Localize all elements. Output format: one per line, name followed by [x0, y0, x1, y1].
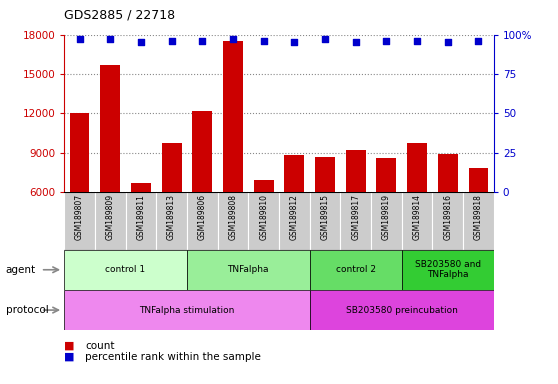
Text: ■: ■: [64, 341, 75, 351]
Bar: [463, 192, 494, 250]
Text: GSM189812: GSM189812: [290, 194, 299, 240]
Text: GSM189808: GSM189808: [228, 194, 238, 240]
Bar: [469, 169, 488, 192]
Bar: [402, 250, 494, 290]
Bar: [156, 192, 187, 250]
Text: GSM189815: GSM189815: [320, 194, 330, 240]
Bar: [70, 113, 89, 192]
Bar: [377, 158, 396, 192]
Bar: [193, 111, 212, 192]
Text: GSM189806: GSM189806: [198, 194, 207, 240]
Text: GSM189818: GSM189818: [474, 194, 483, 240]
Bar: [315, 157, 335, 192]
Point: [474, 38, 483, 44]
Text: GSM189807: GSM189807: [75, 194, 84, 240]
Text: GSM189817: GSM189817: [351, 194, 360, 240]
Text: control 1: control 1: [105, 265, 146, 274]
Text: GSM189811: GSM189811: [136, 194, 146, 240]
Point: [351, 40, 360, 46]
Bar: [126, 192, 156, 250]
Bar: [432, 192, 463, 250]
Text: GSM189809: GSM189809: [105, 194, 115, 240]
Bar: [279, 192, 310, 250]
Text: ■: ■: [64, 352, 75, 362]
Bar: [131, 183, 151, 192]
Point: [412, 38, 421, 44]
Point: [259, 38, 268, 44]
Point: [443, 40, 452, 46]
Text: GSM189814: GSM189814: [412, 194, 422, 240]
Text: count: count: [85, 341, 115, 351]
Point: [75, 36, 84, 42]
Point: [290, 40, 299, 46]
Bar: [407, 144, 427, 192]
Text: TNFalpha stimulation: TNFalpha stimulation: [140, 306, 234, 314]
Text: GSM189819: GSM189819: [382, 194, 391, 240]
Bar: [340, 192, 371, 250]
Bar: [100, 65, 120, 192]
Bar: [64, 290, 310, 330]
Bar: [218, 192, 248, 250]
Point: [136, 40, 145, 46]
Text: protocol: protocol: [6, 305, 49, 315]
Point: [382, 38, 391, 44]
Text: SB203580 and
TNFalpha: SB203580 and TNFalpha: [415, 260, 481, 280]
Text: agent: agent: [6, 265, 36, 275]
Bar: [187, 250, 310, 290]
Bar: [346, 150, 365, 192]
Point: [167, 38, 176, 44]
Bar: [310, 290, 494, 330]
Bar: [64, 192, 95, 250]
Bar: [310, 192, 340, 250]
Point: [228, 36, 237, 42]
Text: control 2: control 2: [336, 265, 376, 274]
Text: GSM189810: GSM189810: [259, 194, 268, 240]
Bar: [285, 155, 304, 192]
Bar: [310, 250, 402, 290]
Bar: [371, 192, 402, 250]
Point: [320, 36, 329, 42]
Point: [105, 36, 115, 42]
Bar: [438, 154, 458, 192]
Text: SB203580 preincubation: SB203580 preincubation: [346, 306, 458, 314]
Bar: [187, 192, 218, 250]
Bar: [254, 180, 273, 192]
Point: [198, 38, 206, 44]
Text: GDS2885 / 22718: GDS2885 / 22718: [64, 8, 175, 21]
Bar: [402, 192, 432, 250]
Bar: [162, 144, 181, 192]
Bar: [248, 192, 279, 250]
Text: GSM189813: GSM189813: [167, 194, 176, 240]
Bar: [95, 192, 126, 250]
Bar: [223, 41, 243, 192]
Text: GSM189816: GSM189816: [443, 194, 453, 240]
Text: percentile rank within the sample: percentile rank within the sample: [85, 352, 261, 362]
Bar: [64, 250, 187, 290]
Text: TNFalpha: TNFalpha: [228, 265, 269, 274]
